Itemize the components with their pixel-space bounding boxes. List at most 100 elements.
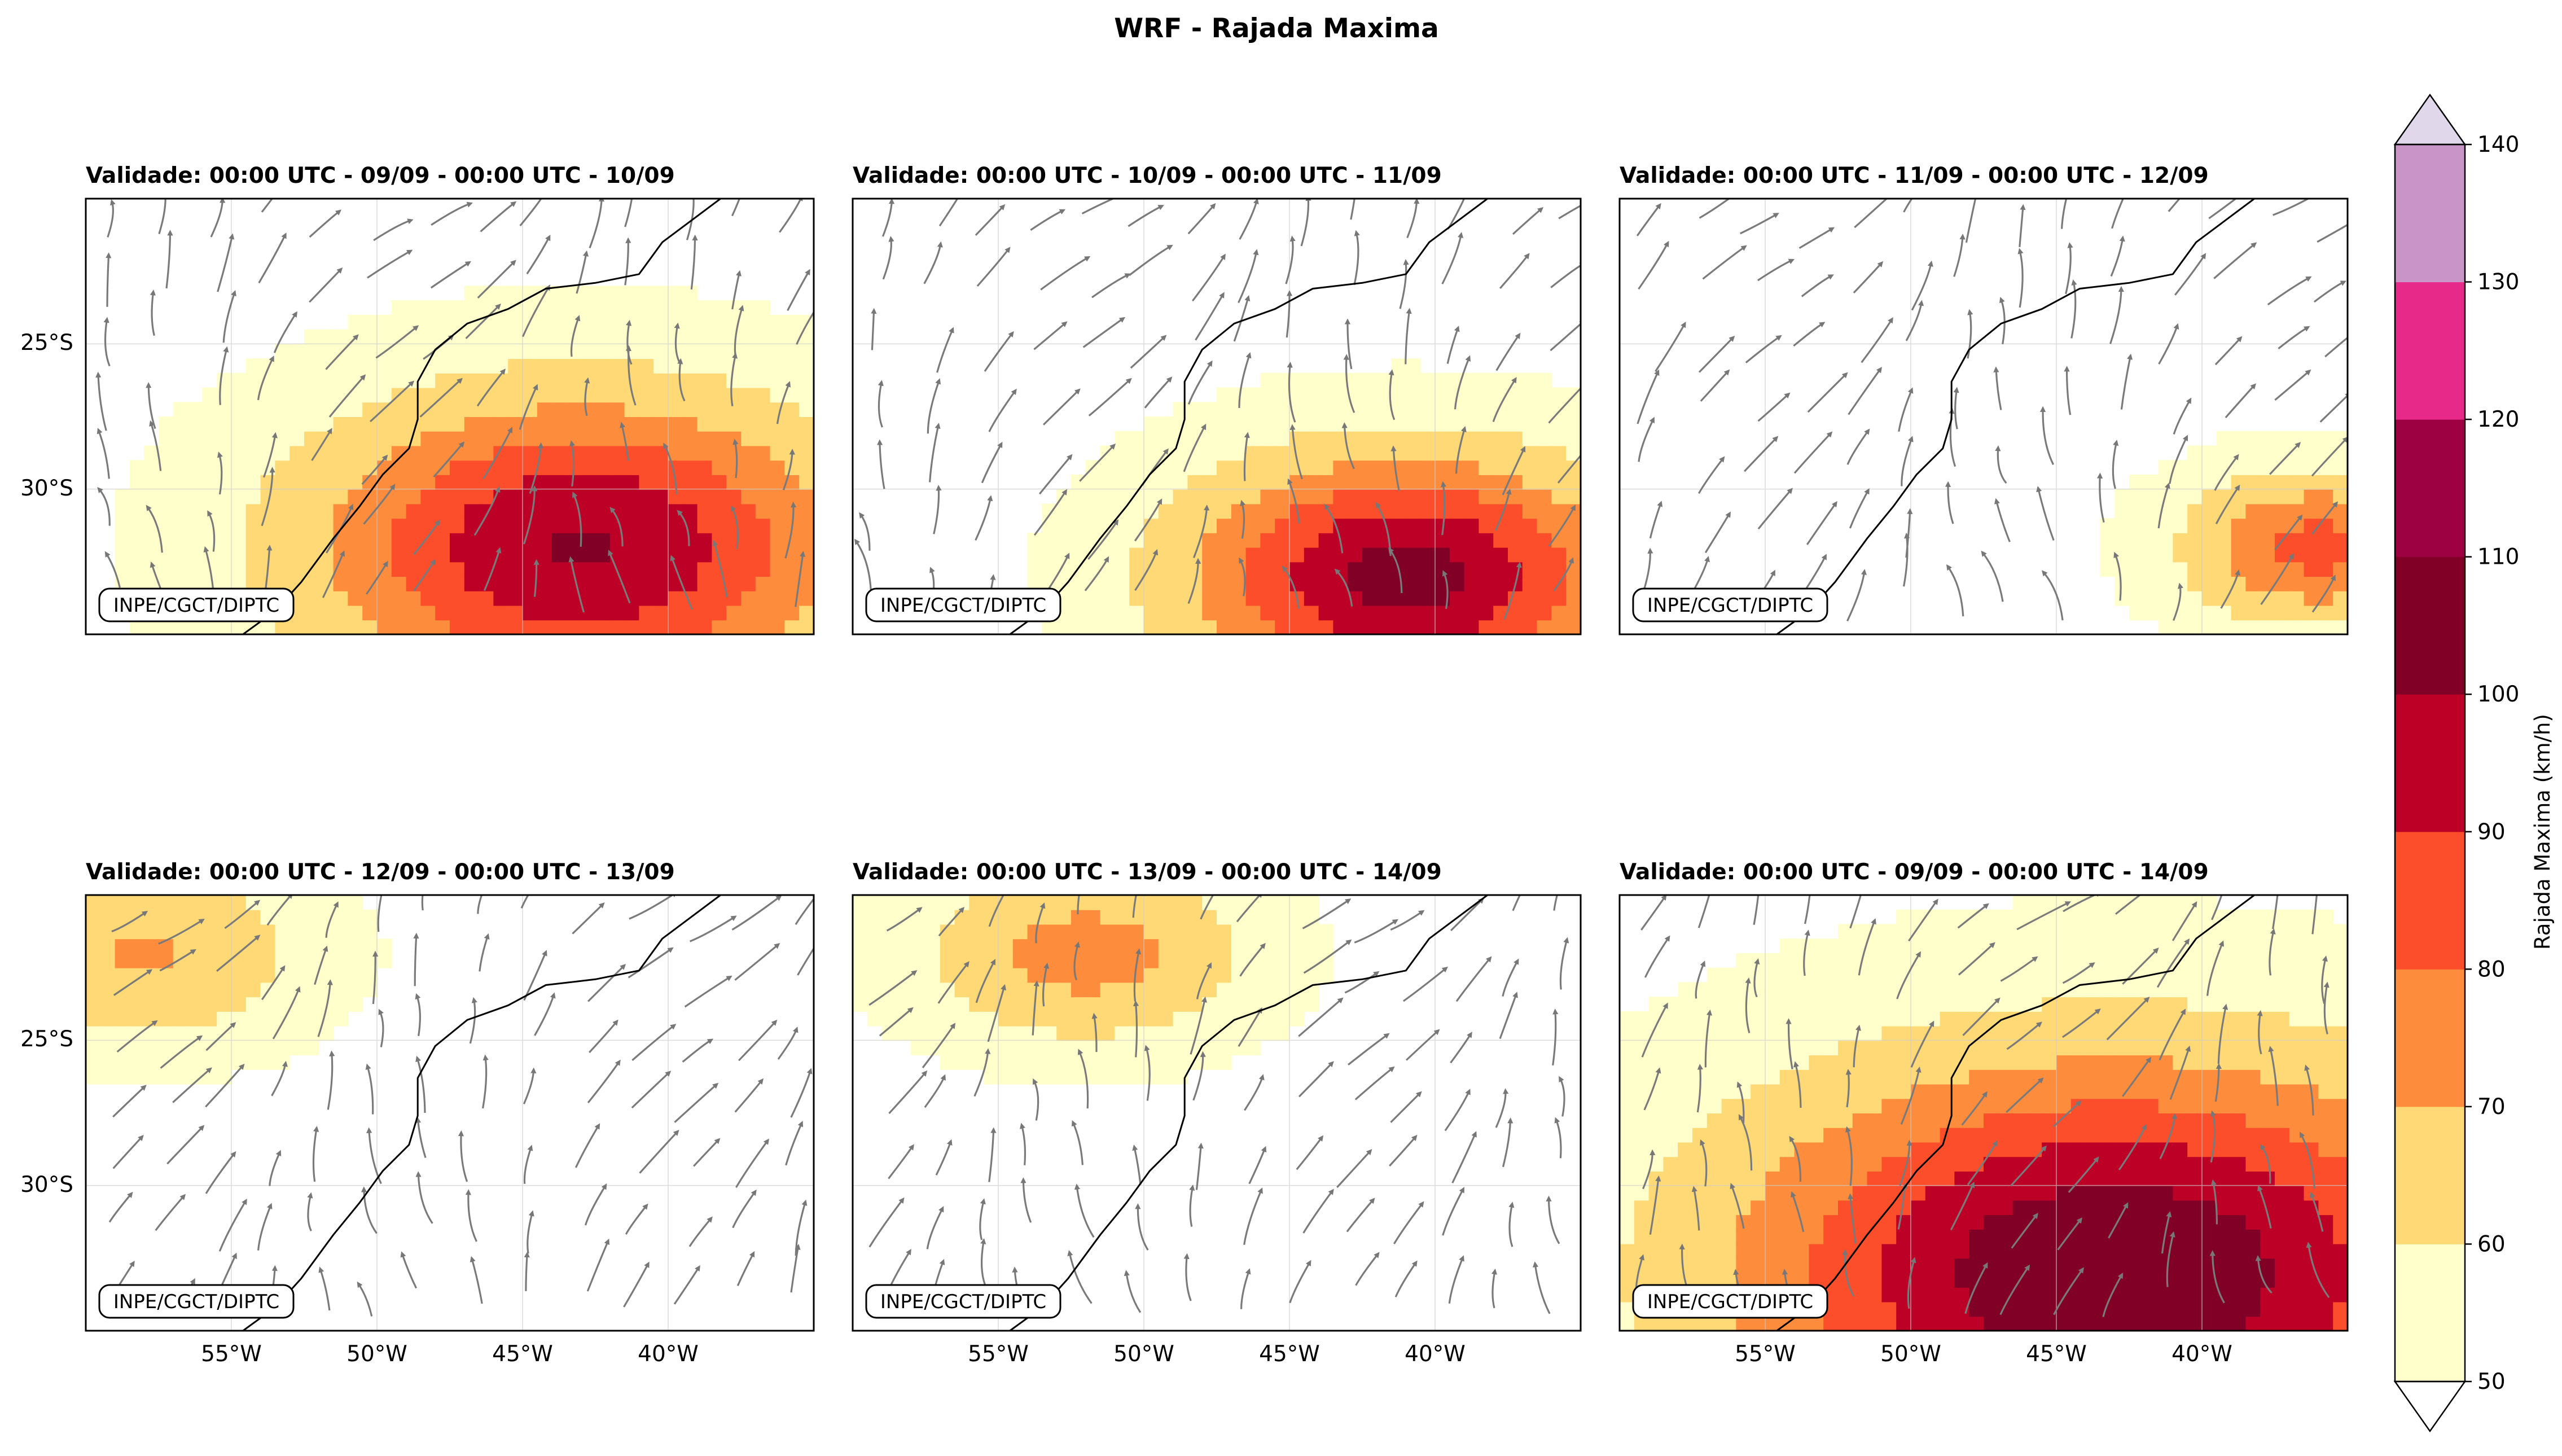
gust-cell bbox=[1765, 1243, 1780, 1259]
gust-cell bbox=[1464, 387, 1480, 403]
gust-cell bbox=[1522, 620, 1538, 634]
gust-cell bbox=[1144, 953, 1159, 968]
gust-cell bbox=[911, 982, 926, 998]
gust-cell bbox=[450, 562, 465, 577]
gust-cell bbox=[2275, 1316, 2290, 1331]
streamline bbox=[795, 897, 814, 926]
gust-cell bbox=[1260, 503, 1276, 519]
gust-cell bbox=[1187, 620, 1203, 634]
gust-cell bbox=[1751, 1258, 1766, 1274]
panel-1-ytick-25s: 25°S bbox=[20, 330, 73, 356]
gust-cell bbox=[2245, 1229, 2261, 1244]
gust-cell bbox=[1245, 503, 1261, 519]
gust-cell bbox=[1479, 518, 1494, 533]
streamline bbox=[312, 1126, 319, 1182]
gust-cell bbox=[245, 431, 261, 446]
gust-cell bbox=[2027, 1258, 2043, 1274]
gust-cell bbox=[289, 953, 305, 968]
gust-cell bbox=[969, 1040, 985, 1056]
gust-cell bbox=[1692, 1214, 1708, 1230]
gust-cell bbox=[1202, 938, 1217, 954]
gust-cell bbox=[799, 518, 814, 533]
gust-cell bbox=[712, 416, 727, 432]
gust-cell bbox=[2333, 1069, 2348, 1085]
gust-cell bbox=[1318, 605, 1334, 621]
gust-cell bbox=[2275, 1214, 2290, 1230]
gust-cell bbox=[362, 532, 378, 548]
gust-cell bbox=[202, 924, 218, 940]
gust-cell bbox=[1852, 1316, 1868, 1331]
gust-cell bbox=[755, 489, 771, 505]
gust-cell bbox=[2318, 1040, 2334, 1056]
gust-cell bbox=[260, 1011, 276, 1027]
gust-cell bbox=[479, 474, 494, 490]
gust-cell bbox=[1420, 372, 1436, 388]
gust-cell bbox=[2216, 924, 2232, 940]
gust-cell bbox=[435, 562, 450, 577]
gust-cell bbox=[2289, 576, 2305, 591]
gust-cell bbox=[2245, 1316, 2261, 1331]
streamline bbox=[470, 1256, 483, 1304]
gust-cell bbox=[1537, 518, 1552, 533]
gust-cell bbox=[86, 924, 101, 940]
streamline bbox=[854, 538, 872, 591]
gust-cell bbox=[1838, 1316, 1853, 1331]
gust-cell bbox=[2289, 590, 2305, 606]
gust-cell bbox=[581, 445, 596, 461]
gust-cell bbox=[1736, 1229, 1752, 1244]
gust-cell bbox=[1071, 953, 1086, 968]
gust-cell bbox=[2245, 1084, 2261, 1099]
gust-cell bbox=[1566, 474, 1581, 490]
gust-cell bbox=[998, 924, 1014, 940]
gust-cell bbox=[1852, 1273, 1868, 1288]
gust-cell bbox=[2275, 1040, 2290, 1056]
gust-cell bbox=[2143, 1142, 2159, 1157]
streamline bbox=[1730, 1183, 1745, 1229]
gust-cell bbox=[1056, 982, 1072, 998]
gust-cell bbox=[1289, 372, 1305, 388]
gust-cell bbox=[289, 503, 305, 519]
gust-cell bbox=[1838, 997, 1853, 1012]
gust-cell bbox=[1144, 474, 1159, 490]
streamline bbox=[1020, 1177, 1032, 1223]
gust-cell bbox=[245, 518, 261, 533]
gust-cell bbox=[2245, 1200, 2261, 1216]
gust-cell bbox=[1304, 620, 1319, 634]
gust-cell bbox=[1522, 532, 1538, 548]
streamline bbox=[165, 230, 173, 289]
streamline bbox=[317, 979, 334, 1037]
streamline bbox=[1697, 895, 1710, 928]
gust-cell bbox=[1042, 938, 1058, 954]
gust-cell bbox=[1115, 576, 1130, 591]
gust-cell bbox=[1318, 576, 1334, 591]
gust-cell bbox=[1464, 518, 1480, 533]
gust-cell bbox=[1867, 1214, 1883, 1230]
gust-cell bbox=[1663, 1214, 1679, 1230]
gust-cell bbox=[1721, 982, 1737, 998]
streamline bbox=[589, 1019, 618, 1054]
streamline bbox=[1649, 501, 1663, 539]
streamline bbox=[2323, 981, 2330, 1034]
gust-cell bbox=[881, 909, 897, 925]
gust-cell bbox=[2275, 1113, 2290, 1128]
gust-cell bbox=[1158, 938, 1174, 954]
gust-cell bbox=[1144, 605, 1159, 621]
gust-cell bbox=[1129, 445, 1144, 461]
streamline bbox=[1736, 1081, 1745, 1123]
gust-cell bbox=[1809, 1229, 1824, 1244]
gust-cell bbox=[1721, 1055, 1737, 1070]
gust-cell bbox=[1318, 416, 1334, 432]
streamline bbox=[1846, 569, 1867, 622]
gust-cell bbox=[2070, 1301, 2086, 1317]
panel-3-coastline bbox=[1776, 199, 2255, 634]
gust-cell bbox=[1736, 1185, 1752, 1201]
gust-cell bbox=[1129, 474, 1144, 490]
gust-cell bbox=[867, 982, 883, 998]
gust-cell bbox=[1275, 372, 1290, 388]
streamline bbox=[2102, 1273, 2124, 1317]
gust-cell bbox=[2245, 924, 2261, 940]
gust-cell bbox=[1954, 1316, 1970, 1331]
streamline bbox=[328, 374, 366, 418]
gust-cell bbox=[1115, 953, 1130, 968]
gust-cell bbox=[1969, 997, 1984, 1012]
